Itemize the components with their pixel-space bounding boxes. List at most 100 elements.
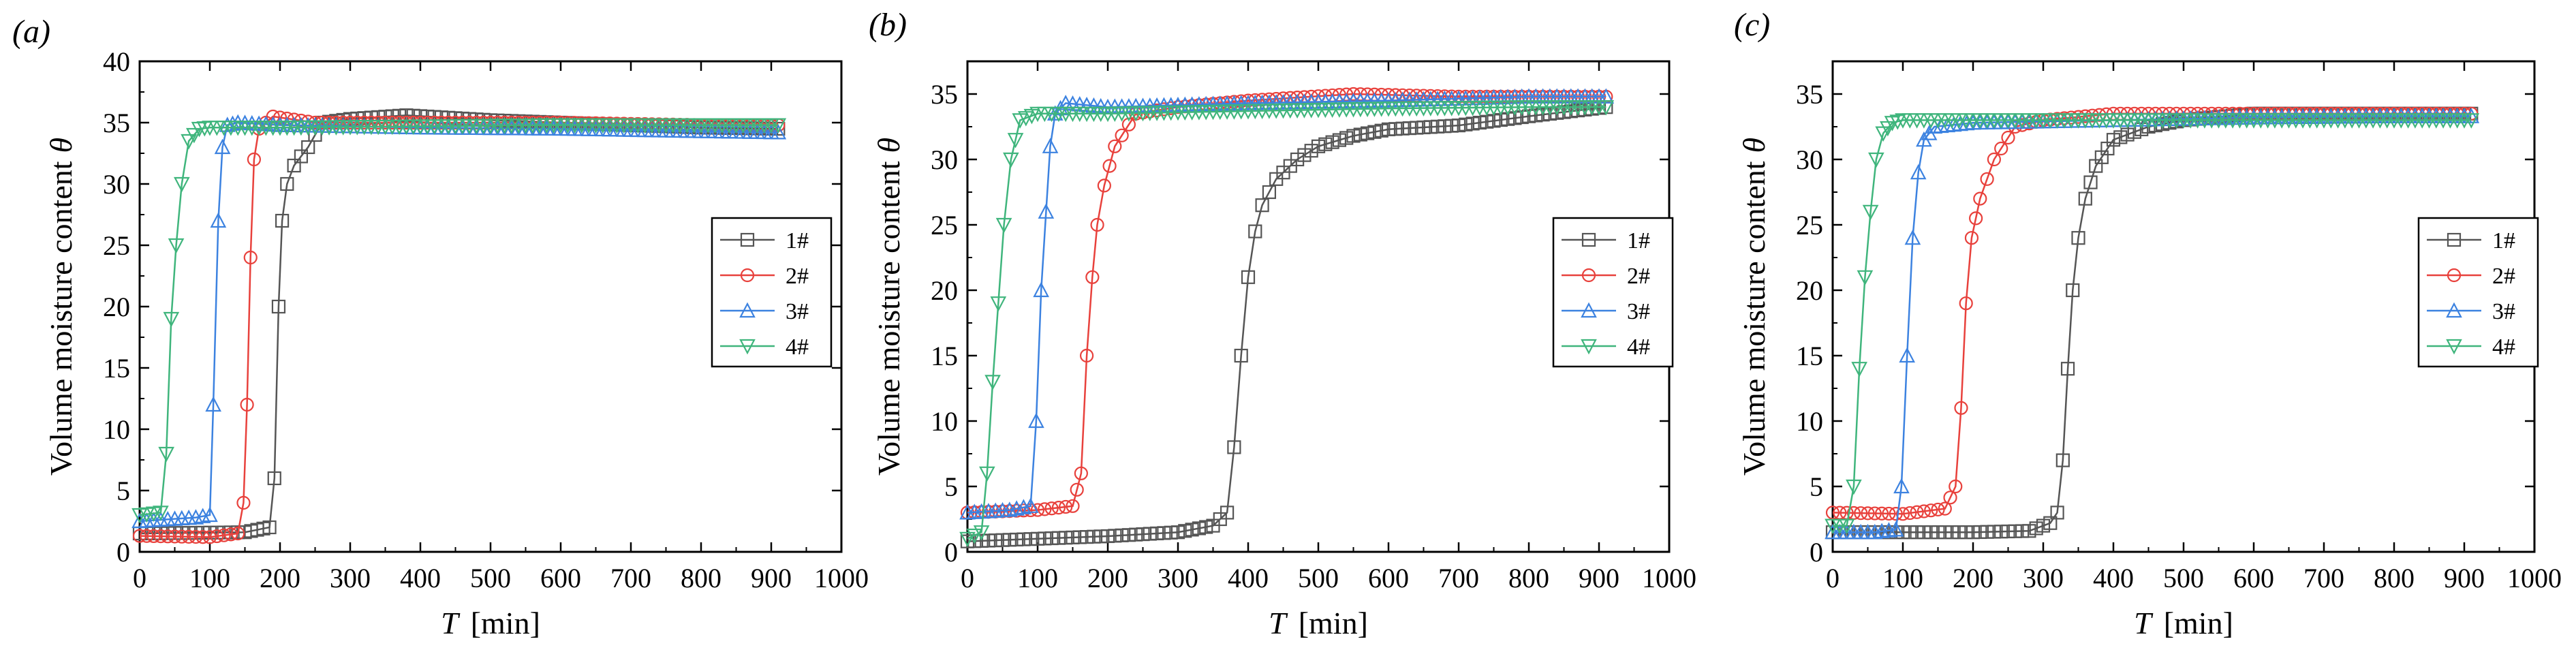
data-point [1459,117,1473,131]
x-axis-variable: T [1269,606,1288,640]
data-point [966,528,983,544]
x-tick-label: 200 [260,563,300,593]
data-point [1416,120,1431,135]
x-tick-label: 400 [1228,563,1269,593]
legend-box [711,217,833,368]
data-point [1234,348,1248,363]
data-point [1388,122,1403,136]
x-tick-label: 800 [2374,563,2415,593]
data-point [343,112,358,126]
legend-label: 4# [1627,335,1650,360]
data-point [2050,112,2064,126]
data-point [979,466,995,482]
y-axis-variable: θ [1737,138,1771,153]
data-point [1515,110,1529,125]
data-point [271,299,286,314]
legend-label: 4# [2492,335,2515,360]
data-point [1074,466,1088,480]
series-4 [959,100,1615,548]
data-point [1255,198,1269,213]
legend-item: 2# [1562,264,1650,289]
data-point [2015,524,2030,538]
data-point [275,213,290,228]
data-point [1899,347,1916,363]
x-tick-label: 600 [2233,563,2274,593]
x-tick-label: 900 [1579,563,1619,593]
data-point [1882,525,1896,540]
data-point [210,212,227,228]
data-point [1030,531,1045,546]
data-point [301,140,315,155]
data-point [1521,109,1536,123]
x-tick-label: 0 [961,563,974,593]
data-point [448,111,463,125]
x-tick-label: 100 [189,563,230,593]
data-point [2050,506,2064,520]
data-point [1227,440,1241,454]
data-point [1917,504,1931,518]
data-point [1051,531,1066,545]
data-point [1042,138,1059,153]
data-point [1917,525,1931,540]
legend-item: 4# [1562,335,1650,360]
data-point [1994,525,2008,539]
data-point [1867,506,1882,521]
data-point [153,506,169,521]
data-point [1003,152,1019,168]
y-axis-label: Volume moisture content θ [44,138,78,476]
series-4 [131,118,787,524]
data-point [1097,178,1111,193]
x-tick-label: 300 [2023,563,2064,593]
data-point [1381,122,1396,136]
series-line [967,95,1607,514]
data-point [1017,532,1031,546]
data-point [2036,518,2051,533]
data-point [1969,211,1983,226]
data-point [182,526,196,540]
data-point [189,529,203,544]
data-point [1451,118,1466,133]
legend-label: 1# [2492,228,2515,253]
data-point [1949,479,1963,494]
series-3 [959,88,1615,520]
data-point [1093,529,1108,544]
y-axis-variable: θ [871,138,906,153]
data-point [1087,529,1101,544]
data-point [770,118,787,134]
data-point [2043,516,2058,530]
data-point [1884,116,1901,131]
series-2 [1825,106,2479,521]
y-tick-label: 35 [103,108,130,138]
series-1 [960,100,1613,548]
series-4 [1825,113,2480,534]
data-point [1910,525,1924,540]
data-point [1895,507,1910,521]
series-line [967,106,1607,542]
y-axis-text: Volume moisture content [1737,161,1771,476]
data-point [1846,479,1862,495]
data-point [161,529,175,544]
y-tick-label: 25 [1796,210,1823,240]
x-tick-label: 900 [751,563,792,593]
x-tick-label: 900 [2444,563,2485,593]
data-point [1423,120,1438,134]
data-point [1954,401,1968,415]
data-point [1290,152,1305,167]
y-tick-label: 20 [1796,275,1823,306]
x-tick-label: 500 [1298,563,1339,593]
y-tick-label: 10 [931,406,958,437]
data-point [1009,532,1024,547]
data-point [1895,525,1910,540]
y-tick-label: 20 [931,275,958,306]
x-tick-label: 500 [2163,563,2204,593]
data-point [1199,520,1213,534]
data-point [1339,131,1354,145]
data-point [1170,525,1185,540]
legend-marker [2447,268,2462,283]
data-point [2135,122,2149,136]
data-point [214,138,231,155]
legend: 1# 2# 3# 4# [2417,217,2539,368]
data-point [1115,528,1129,542]
data-point [231,526,245,541]
data-point [1508,111,1522,125]
